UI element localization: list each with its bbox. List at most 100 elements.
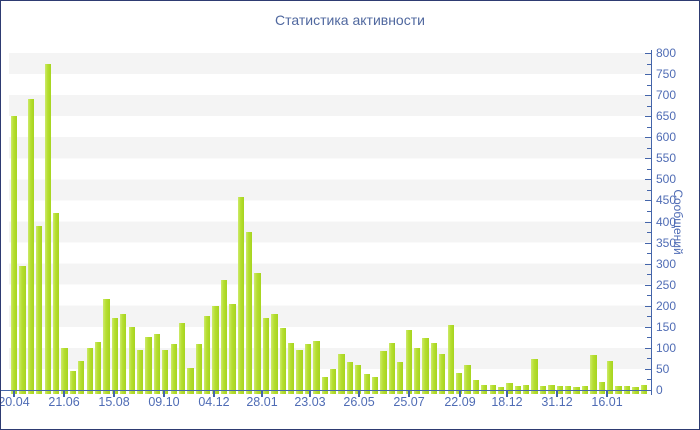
y-minor-tick	[647, 358, 651, 360]
bar	[170, 343, 177, 394]
chart-title: Статистика активности	[275, 12, 425, 28]
y-major-tick	[645, 368, 651, 370]
bar	[52, 213, 60, 394]
bar	[120, 314, 127, 394]
x-tick	[358, 390, 361, 397]
bar	[523, 384, 530, 394]
y-tick-label: 150	[656, 319, 677, 334]
bar	[506, 382, 513, 394]
x-tick	[113, 390, 116, 397]
bar	[212, 305, 219, 394]
bar	[607, 360, 614, 394]
x-tick	[308, 390, 311, 397]
x-tick	[556, 390, 558, 397]
bar	[246, 232, 253, 394]
bar	[279, 327, 286, 394]
bar	[145, 337, 152, 394]
y-minor-tick	[647, 274, 651, 276]
bar	[36, 225, 43, 394]
bar	[237, 197, 244, 394]
y-major-tick	[645, 116, 651, 118]
bar	[346, 361, 354, 394]
y-minor-tick	[647, 295, 651, 297]
bar	[86, 347, 93, 394]
y-minor-tick	[647, 337, 651, 339]
bar	[455, 372, 463, 394]
y-tick-label: 700	[656, 88, 677, 103]
x-tick	[162, 390, 165, 397]
bar	[640, 384, 647, 394]
bar	[187, 368, 194, 394]
bar	[388, 342, 396, 394]
y-major-tick	[645, 221, 651, 223]
bar	[78, 360, 85, 394]
bar	[61, 347, 68, 394]
x-tick-label: 25.07	[393, 395, 425, 409]
x-tick	[459, 390, 461, 397]
bar	[153, 333, 160, 394]
y-major-tick	[645, 326, 651, 328]
bar	[531, 359, 538, 394]
x-tick-label: 15.08	[98, 395, 130, 409]
x-tick	[13, 390, 15, 397]
bar	[11, 116, 18, 394]
y-tick-label: 0	[656, 383, 663, 397]
bar	[271, 314, 278, 394]
bar	[136, 349, 144, 394]
y-major-tick	[645, 242, 651, 244]
plot-area	[9, 53, 651, 394]
bar	[380, 350, 387, 394]
y-major-tick	[645, 305, 651, 307]
bar	[19, 265, 26, 394]
bar	[44, 63, 51, 394]
bar	[405, 330, 412, 394]
bar	[548, 384, 555, 394]
bar	[330, 368, 337, 394]
y-tick-label: 50	[656, 361, 670, 376]
y-major-tick	[645, 74, 651, 76]
bar	[439, 354, 446, 394]
y-tick-label: 750	[656, 67, 677, 82]
y-tick-label: 500	[656, 172, 677, 187]
y-major-tick	[645, 347, 651, 349]
y-major-tick	[645, 179, 651, 181]
y-minor-tick	[647, 232, 651, 234]
bar	[313, 340, 320, 394]
y-major-tick	[645, 390, 651, 391]
y-tick-label: 300	[656, 256, 677, 271]
y-major-tick	[645, 263, 651, 265]
x-tick-label: 26.05	[343, 395, 375, 409]
y-tick-label: 550	[656, 151, 677, 166]
y-minor-tick	[647, 168, 651, 170]
bar	[472, 380, 479, 394]
y-minor-tick	[647, 63, 651, 65]
bar	[481, 384, 488, 394]
bar	[338, 353, 345, 394]
x-tick-label: 21.06	[48, 395, 80, 409]
y-minor-tick	[647, 316, 651, 318]
x-tick	[212, 390, 215, 397]
bar	[94, 341, 102, 394]
y-major-tick	[645, 200, 651, 202]
y-tick-label: 450	[656, 193, 677, 208]
y-minor-tick	[647, 210, 651, 212]
x-tick	[606, 390, 609, 397]
bar	[195, 343, 202, 394]
bar	[178, 323, 186, 394]
y-tick-label: 400	[656, 214, 677, 229]
bar	[229, 303, 236, 394]
y-tick-label: 650	[656, 109, 677, 124]
y-minor-tick	[647, 189, 651, 191]
y-major-tick	[645, 95, 651, 97]
bar	[262, 318, 270, 394]
x-tick-label: 28.01	[246, 395, 278, 409]
x-tick	[408, 390, 411, 397]
y-major-tick	[645, 137, 651, 139]
x-tick	[63, 390, 66, 397]
bar	[413, 347, 421, 394]
y-major-tick	[645, 158, 651, 160]
y-major-tick	[645, 284, 651, 286]
bar	[288, 342, 295, 394]
x-tick-label: 20.04	[0, 395, 30, 409]
